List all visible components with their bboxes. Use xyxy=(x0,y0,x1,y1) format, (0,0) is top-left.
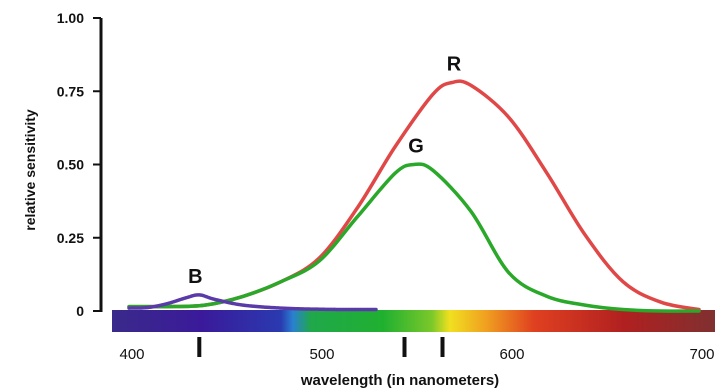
series-label-b: B xyxy=(188,266,202,288)
wavelength-marker xyxy=(197,337,202,357)
x-tick-label: 500 xyxy=(309,346,334,363)
wavelength-marker xyxy=(402,337,407,357)
x-tick-label: 400 xyxy=(119,346,144,363)
series-lines xyxy=(127,79,701,313)
y-ticks: 0 0.25 0.50 0.75 1.00 xyxy=(57,10,101,319)
series-line-g xyxy=(127,162,701,313)
x-tick-label: 700 xyxy=(689,346,714,363)
y-tick-label: 0.50 xyxy=(57,157,84,173)
wavelength-markers xyxy=(197,337,445,357)
x-tick-label: 600 xyxy=(499,346,524,363)
spectrum-bar xyxy=(112,310,715,332)
y-tick-label: 0 xyxy=(76,303,84,319)
series-label-g: G xyxy=(408,136,424,158)
y-tick-label: 0.25 xyxy=(57,230,84,246)
series-line-r xyxy=(127,79,701,312)
y-tick-label: 0.75 xyxy=(57,83,84,99)
x-axis-label: wavelength (in nanometers) xyxy=(300,372,499,388)
series-line-b xyxy=(127,293,378,312)
series-label-r: R xyxy=(447,53,462,75)
y-tick-label: 1.00 xyxy=(57,10,84,26)
series-labels: R G B xyxy=(188,53,462,287)
x-ticks: 400 500 600 700 xyxy=(119,346,714,363)
y-axis-label: relative sensitivity xyxy=(22,109,38,231)
wavelength-marker xyxy=(440,337,445,357)
